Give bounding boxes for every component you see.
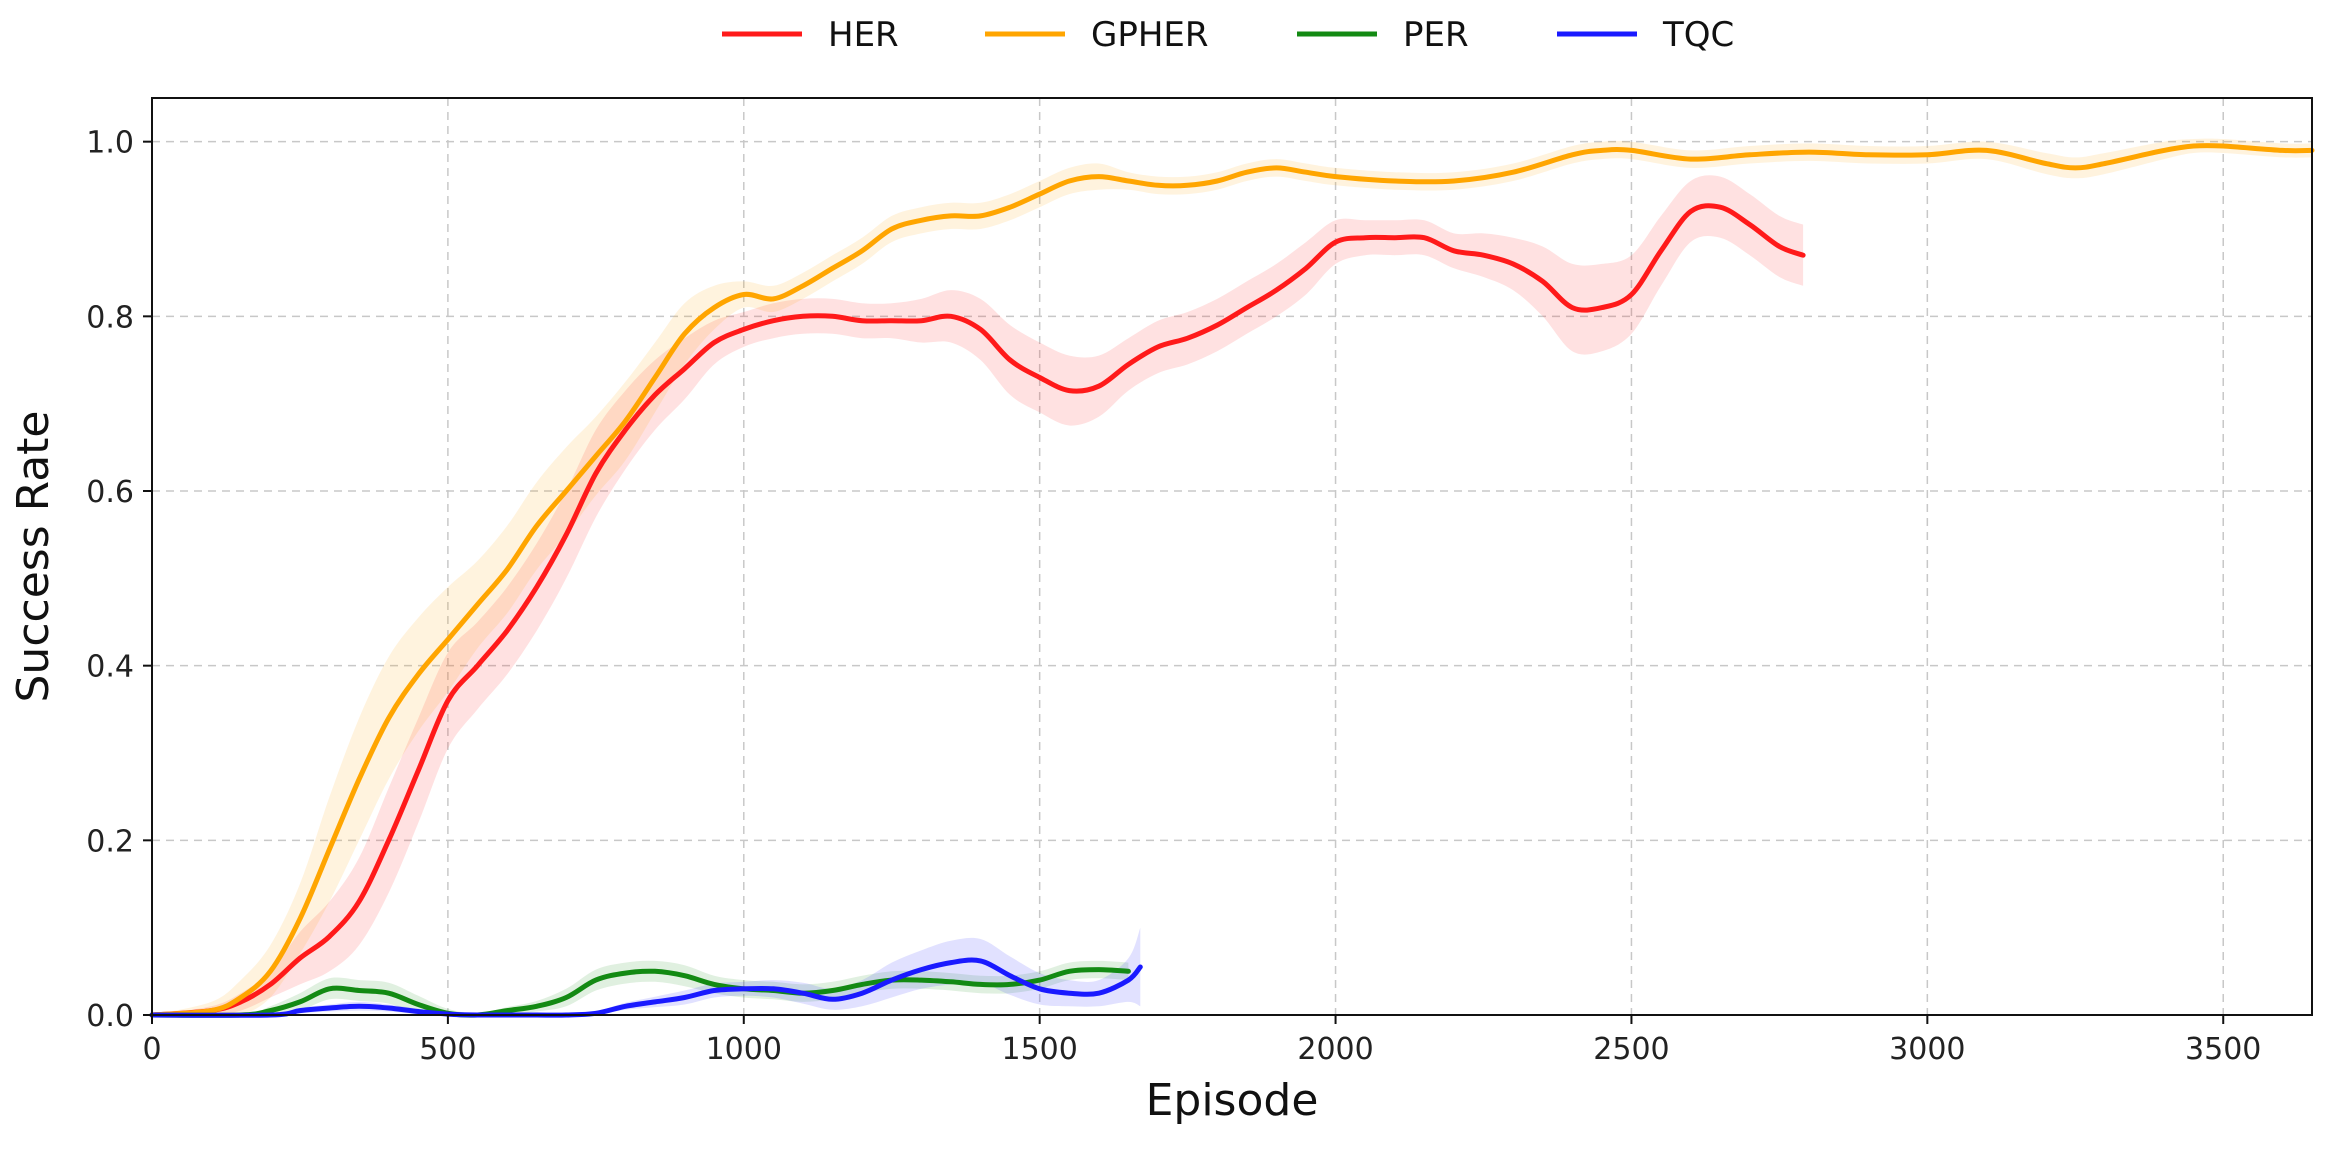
legend: HER GPHER PER TQC (722, 15, 1734, 55)
band-her (152, 175, 1804, 1016)
legend-label-her: HER (828, 15, 899, 55)
x-tick-label: 2000 (1297, 1032, 1373, 1067)
confidence-bands (152, 138, 2312, 1017)
y-tick-label: 0.8 (86, 300, 134, 335)
legend-label-tqc: TQC (1662, 15, 1734, 55)
plot-area-frame (151, 97, 2313, 1016)
y-tick-label: 1.0 (86, 126, 134, 161)
x-tick-label: 0 (142, 1032, 161, 1067)
y-axis-title: Success Rate (8, 411, 59, 703)
x-tick-label: 1500 (1001, 1032, 1077, 1067)
x-axis-title: Episode (1146, 1075, 1319, 1126)
band-gpher (152, 138, 2312, 1017)
y-tick-label: 0.4 (86, 650, 134, 685)
x-tick-label: 500 (419, 1032, 476, 1067)
band-per (152, 960, 1129, 1016)
y-tick-label: 0.2 (86, 824, 134, 859)
series-line-gpher (149, 142, 2315, 1018)
series-line-her (149, 203, 1806, 1018)
series-line-tqc (149, 957, 1143, 1018)
x-tick-label: 2500 (1593, 1032, 1669, 1067)
y-tick-label: 0.6 (86, 475, 134, 510)
legend-label-gpher: GPHER (1091, 15, 1209, 55)
y-tick-label: 0.0 (86, 999, 134, 1034)
grid-lines (151, 98, 2312, 1016)
x-tick-label: 1000 (706, 1032, 782, 1067)
series-lines (149, 142, 2315, 1018)
legend-item-per: PER (1297, 15, 1469, 55)
legend-item-gpher: GPHER (985, 15, 1209, 55)
x-axis-ticks: 0 500 1000 1500 2000 2500 3000 3500 (142, 1015, 2261, 1067)
series-line-per (149, 967, 1131, 1018)
x-tick-label: 3000 (1889, 1032, 1965, 1067)
x-tick-label: 3500 (2185, 1032, 2261, 1067)
legend-label-per: PER (1403, 15, 1469, 55)
legend-item-tqc: TQC (1557, 15, 1734, 55)
legend-item-her: HER (722, 15, 899, 55)
band-tqc (152, 927, 1141, 1016)
y-axis-ticks: 0.0 0.2 0.4 0.6 0.8 1.0 (86, 126, 152, 1034)
